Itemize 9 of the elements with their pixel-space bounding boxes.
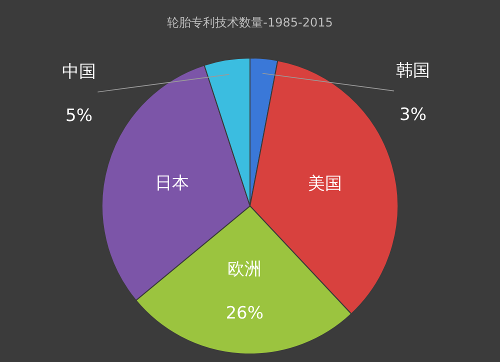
data-label: 5% [66, 106, 92, 126]
slice-label: 韩国 [396, 61, 430, 81]
slice-label: 日本 [155, 173, 190, 194]
data-label: 26% [226, 304, 264, 324]
slice-label: 欧洲 [228, 259, 262, 280]
data-label: 3% [400, 105, 426, 126]
slice-label: 美国 [308, 174, 342, 194]
chart-title: 轮胎专利技术数量-1985-2015 [167, 16, 333, 30]
slice-label: 中国 [62, 62, 96, 82]
